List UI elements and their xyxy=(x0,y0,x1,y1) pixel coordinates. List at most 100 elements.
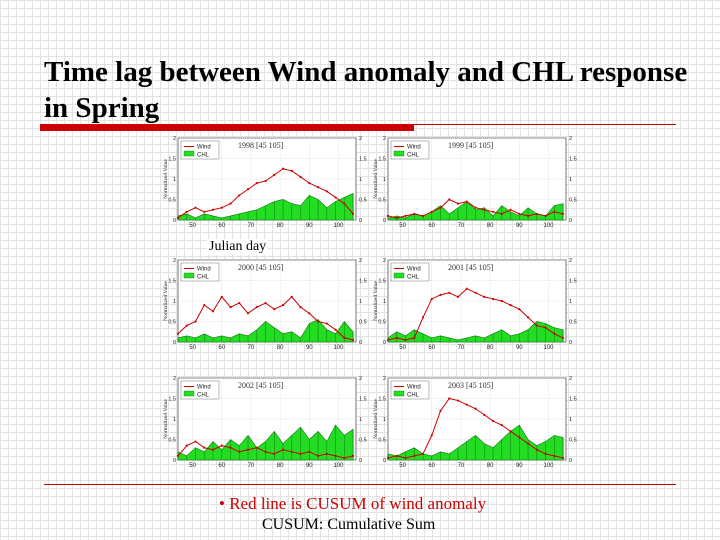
y-tick-label: 1 xyxy=(383,417,386,423)
legend-chl-swatch xyxy=(393,390,405,397)
note-cusum-definition: CUSUM: Cumulative Sum xyxy=(262,516,436,533)
wind-point xyxy=(185,210,188,213)
wind-point xyxy=(220,444,223,447)
legend: Wind CHL xyxy=(390,262,430,282)
y-tick-label: 1 xyxy=(383,299,386,305)
x-tick-label: 60 xyxy=(218,223,225,229)
title-rule xyxy=(414,124,676,125)
panel-title: 2003 [45 105] xyxy=(448,381,494,390)
legend: Wind CHL xyxy=(390,140,430,160)
legend-chl-swatch xyxy=(183,390,195,397)
y-tick-label-right: 0.5 xyxy=(359,320,367,326)
legend: Wind CHL xyxy=(180,262,220,282)
y-axis-label: Normalized Value xyxy=(373,159,379,199)
chart-svg: 50 60 70 80 90 100 0 0.5 1 1.5 2 0 0.5 1 1.5 2 Normalize… xyxy=(163,258,367,351)
y-tick-label-right: 1.5 xyxy=(569,279,577,285)
wind-point xyxy=(561,212,565,215)
y-tick-label: 1 xyxy=(173,417,176,423)
wind-point xyxy=(535,324,538,327)
chart-svg: 50 60 70 80 90 100 0 0.5 1 1.5 2 0 0.5 1 1.5 2 Normalize… xyxy=(373,136,577,229)
wind-point xyxy=(203,304,206,307)
wind-point xyxy=(185,324,188,327)
wind-point xyxy=(176,216,180,220)
x-tick-label: 50 xyxy=(399,345,406,351)
x-tick-label: 90 xyxy=(516,463,523,469)
y-tick-label-right: 0 xyxy=(359,218,362,224)
wind-point xyxy=(246,188,250,191)
y-tick-label: 1 xyxy=(173,177,176,183)
y-tick-label: 2 xyxy=(383,258,386,264)
legend-wind-label: Wind xyxy=(407,145,421,151)
y-tick-label: 2 xyxy=(173,376,176,382)
wind-point xyxy=(509,430,512,433)
wind-point xyxy=(316,320,320,323)
y-tick-label-right: 1.5 xyxy=(359,157,367,163)
y-tick-label-right: 0 xyxy=(569,458,572,464)
wind-point xyxy=(448,198,451,201)
wind-point xyxy=(500,299,503,303)
wind-point xyxy=(229,446,232,449)
wind-point xyxy=(456,399,460,402)
x-tick-label: 50 xyxy=(399,223,406,229)
wind-point xyxy=(316,454,320,457)
wind-point xyxy=(351,212,355,215)
wind-point xyxy=(465,287,468,290)
wind-point xyxy=(483,295,486,298)
y-tick-label: 1.5 xyxy=(168,397,176,403)
y-tick-label: 1.5 xyxy=(378,397,386,403)
wind-point xyxy=(194,440,197,443)
wind-point xyxy=(290,169,293,172)
legend: Wind CHL xyxy=(180,380,220,400)
legend-chl-swatch xyxy=(393,272,405,279)
x-tick-label: 60 xyxy=(428,463,435,469)
wind-point xyxy=(203,446,206,449)
wind-point xyxy=(518,308,521,311)
wind-point xyxy=(281,167,285,170)
x-tick-label: 90 xyxy=(306,223,313,229)
x-tick-label: 90 xyxy=(306,463,313,469)
wind-point xyxy=(211,448,215,451)
wind-point xyxy=(229,202,232,205)
wind-point xyxy=(273,308,276,311)
chart-svg: 50 60 70 80 90 100 0 0.5 1 1.5 2 0 0.5 1 1.5 2 Normalize… xyxy=(373,258,577,351)
slide-title-line-2: in Spring xyxy=(44,92,160,124)
wind-point xyxy=(281,304,285,307)
legend: Wind CHL xyxy=(180,140,220,160)
chart-panel-2: 50 60 70 80 90 100 0 0.5 1 1.5 2 0 0.5 1 1.5 2 Normalize… xyxy=(372,134,582,244)
wind-point xyxy=(238,450,241,453)
chart-svg: 50 60 70 80 90 100 0 0.5 1 1.5 2 0 0.5 1 1.5 2 Normalize… xyxy=(373,376,577,469)
chart-svg: 50 60 70 80 90 100 0 0.5 1 1.5 2 0 0.5 1 1.5 2 Normalize… xyxy=(163,376,367,469)
wind-point xyxy=(290,450,293,453)
wind-point xyxy=(404,456,407,460)
legend-chl-label: CHL xyxy=(197,275,210,281)
wind-point xyxy=(246,448,250,451)
y-tick-label: 1 xyxy=(383,177,386,183)
wind-point xyxy=(421,452,425,455)
x-tick-label: 80 xyxy=(277,223,284,229)
wind-point xyxy=(334,196,337,199)
legend-chl-swatch xyxy=(393,150,405,157)
wind-point xyxy=(404,338,407,342)
x-axis-label: Julian day xyxy=(207,239,269,255)
wind-point xyxy=(220,206,223,209)
wind-point xyxy=(526,316,530,319)
x-tick-label: 70 xyxy=(248,223,255,229)
wind-point xyxy=(544,326,547,329)
wind-point xyxy=(386,338,390,342)
y-tick-label-right: 1.5 xyxy=(359,279,367,285)
y-axis-label: Normalized Value xyxy=(163,159,169,199)
y-tick-label-right: 2 xyxy=(569,258,572,264)
wind-point xyxy=(246,312,250,315)
wind-point xyxy=(439,409,442,412)
wind-point xyxy=(421,214,425,217)
wind-point xyxy=(491,210,495,213)
y-tick-label: 0 xyxy=(383,340,386,346)
wind-point xyxy=(334,454,337,457)
y-tick-label: 0 xyxy=(173,340,176,346)
y-axis-label: Normalized Value xyxy=(163,399,169,439)
panel-title: 1999 [45 105] xyxy=(448,141,494,150)
x-tick-label: 90 xyxy=(516,223,523,229)
y-tick-label: 0 xyxy=(173,218,176,224)
wind-point xyxy=(465,200,468,203)
wind-point xyxy=(308,312,311,315)
